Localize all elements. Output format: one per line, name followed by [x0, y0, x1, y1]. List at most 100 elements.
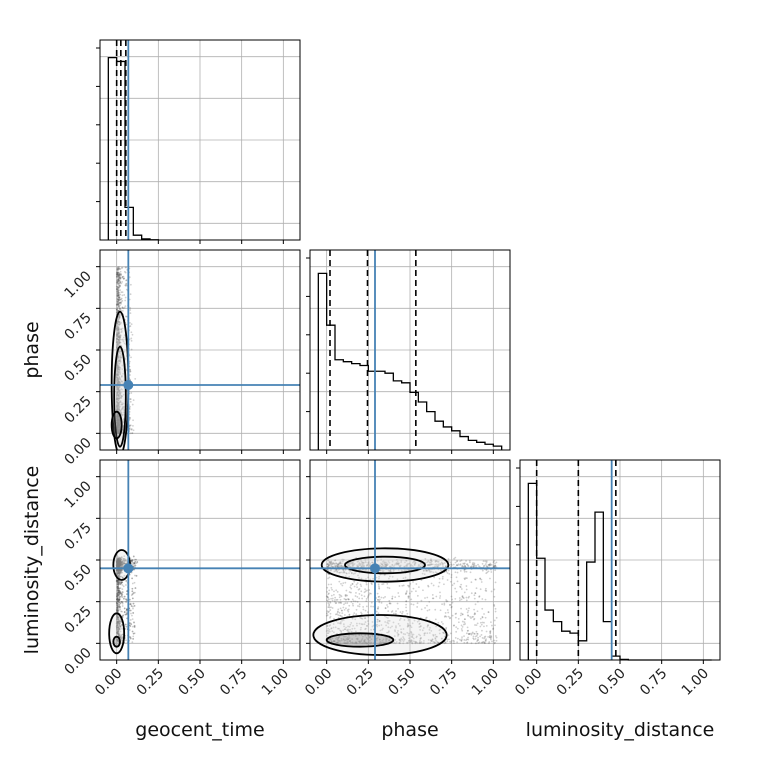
sample-point — [116, 607, 119, 609]
sample-point — [118, 420, 121, 423]
sample-point — [115, 625, 118, 628]
sample-point — [487, 570, 490, 573]
sample-point — [117, 278, 120, 280]
sample-point — [116, 398, 118, 400]
sample-point — [407, 618, 410, 621]
sample-point — [116, 392, 119, 394]
sample-point — [118, 561, 121, 564]
sample-point — [117, 429, 119, 432]
sample-point — [117, 359, 120, 362]
sample-point — [121, 364, 124, 367]
sample-point — [328, 564, 331, 566]
sample-point — [450, 564, 453, 566]
sample-point — [117, 299, 120, 302]
sample-point — [116, 279, 118, 282]
sample-point — [118, 366, 121, 369]
sample-point — [339, 562, 342, 564]
sample-point — [120, 569, 122, 572]
sample-point — [125, 560, 128, 563]
sample-point — [117, 294, 120, 297]
sample-point — [118, 428, 121, 431]
sample-point — [410, 636, 413, 638]
sample-point — [123, 270, 126, 273]
sample-point — [344, 595, 347, 598]
sample-point — [119, 380, 122, 383]
sample-point — [339, 565, 342, 568]
sample-point — [118, 274, 120, 277]
sample-point — [133, 581, 136, 584]
sample-point — [398, 642, 401, 644]
sample-point — [117, 560, 120, 563]
sample-point — [376, 607, 379, 610]
sample-point — [483, 642, 486, 644]
sample-point — [116, 393, 119, 396]
sample-point — [329, 601, 332, 604]
sample-point — [491, 640, 493, 643]
sample-point — [117, 336, 119, 339]
sample-point — [120, 600, 123, 603]
sample-point — [117, 390, 120, 392]
sample-point — [495, 636, 498, 639]
sample-point — [335, 565, 337, 568]
sample-point — [116, 564, 119, 567]
sample-point — [384, 595, 387, 598]
sample-point — [121, 561, 124, 564]
sample-point — [118, 620, 121, 623]
sample-point — [117, 281, 119, 283]
sample-point — [437, 560, 440, 563]
sample-point — [396, 560, 399, 563]
sample-point — [116, 611, 119, 613]
sample-point — [117, 431, 120, 433]
sample-point — [123, 611, 126, 613]
sample-point — [118, 569, 121, 572]
sample-point — [117, 357, 119, 360]
sample-point — [443, 635, 446, 638]
sample-point — [343, 603, 345, 606]
sample-point — [118, 598, 121, 601]
sample-point — [116, 333, 119, 336]
sample-point — [358, 622, 361, 625]
sample-point — [117, 386, 119, 389]
sample-point — [493, 559, 496, 562]
sample-point — [483, 636, 486, 639]
sample-point — [118, 557, 121, 560]
sample-point — [116, 363, 119, 366]
sample-point — [117, 431, 120, 433]
sample-point — [116, 598, 119, 600]
sample-point — [409, 573, 411, 575]
sample-point — [380, 565, 383, 568]
sample-point — [443, 562, 446, 564]
sample-point — [352, 642, 354, 644]
sample-point — [116, 591, 119, 594]
sample-point — [466, 563, 469, 566]
sample-point — [117, 428, 119, 431]
sample-point — [118, 403, 121, 406]
sample-point — [118, 371, 120, 374]
sample-point — [117, 562, 120, 565]
sample-point — [121, 596, 124, 599]
sample-point — [129, 398, 131, 400]
sample-point — [325, 634, 328, 637]
sample-point — [117, 279, 120, 282]
sample-point — [372, 577, 375, 580]
sample-point — [488, 636, 491, 639]
sample-point — [118, 321, 121, 323]
scatter-phase-vs-luminosity-distance-xtick-label: 0.75 — [427, 666, 460, 699]
sample-point — [117, 591, 120, 594]
scatter-geocent-time-vs-phase-points — [110, 266, 137, 450]
sample-point — [118, 272, 121, 275]
sample-point — [486, 571, 489, 574]
sample-point — [117, 414, 120, 417]
sample-point — [417, 586, 420, 588]
sample-point — [117, 360, 120, 363]
sample-point — [350, 622, 353, 624]
sample-point — [116, 417, 118, 420]
sample-point — [385, 561, 388, 564]
sample-point — [393, 642, 395, 645]
sample-point — [118, 422, 120, 425]
sample-point — [489, 630, 492, 632]
sample-point — [116, 425, 119, 428]
sample-point — [479, 625, 482, 628]
sample-point — [119, 562, 122, 565]
sample-point — [118, 338, 120, 341]
